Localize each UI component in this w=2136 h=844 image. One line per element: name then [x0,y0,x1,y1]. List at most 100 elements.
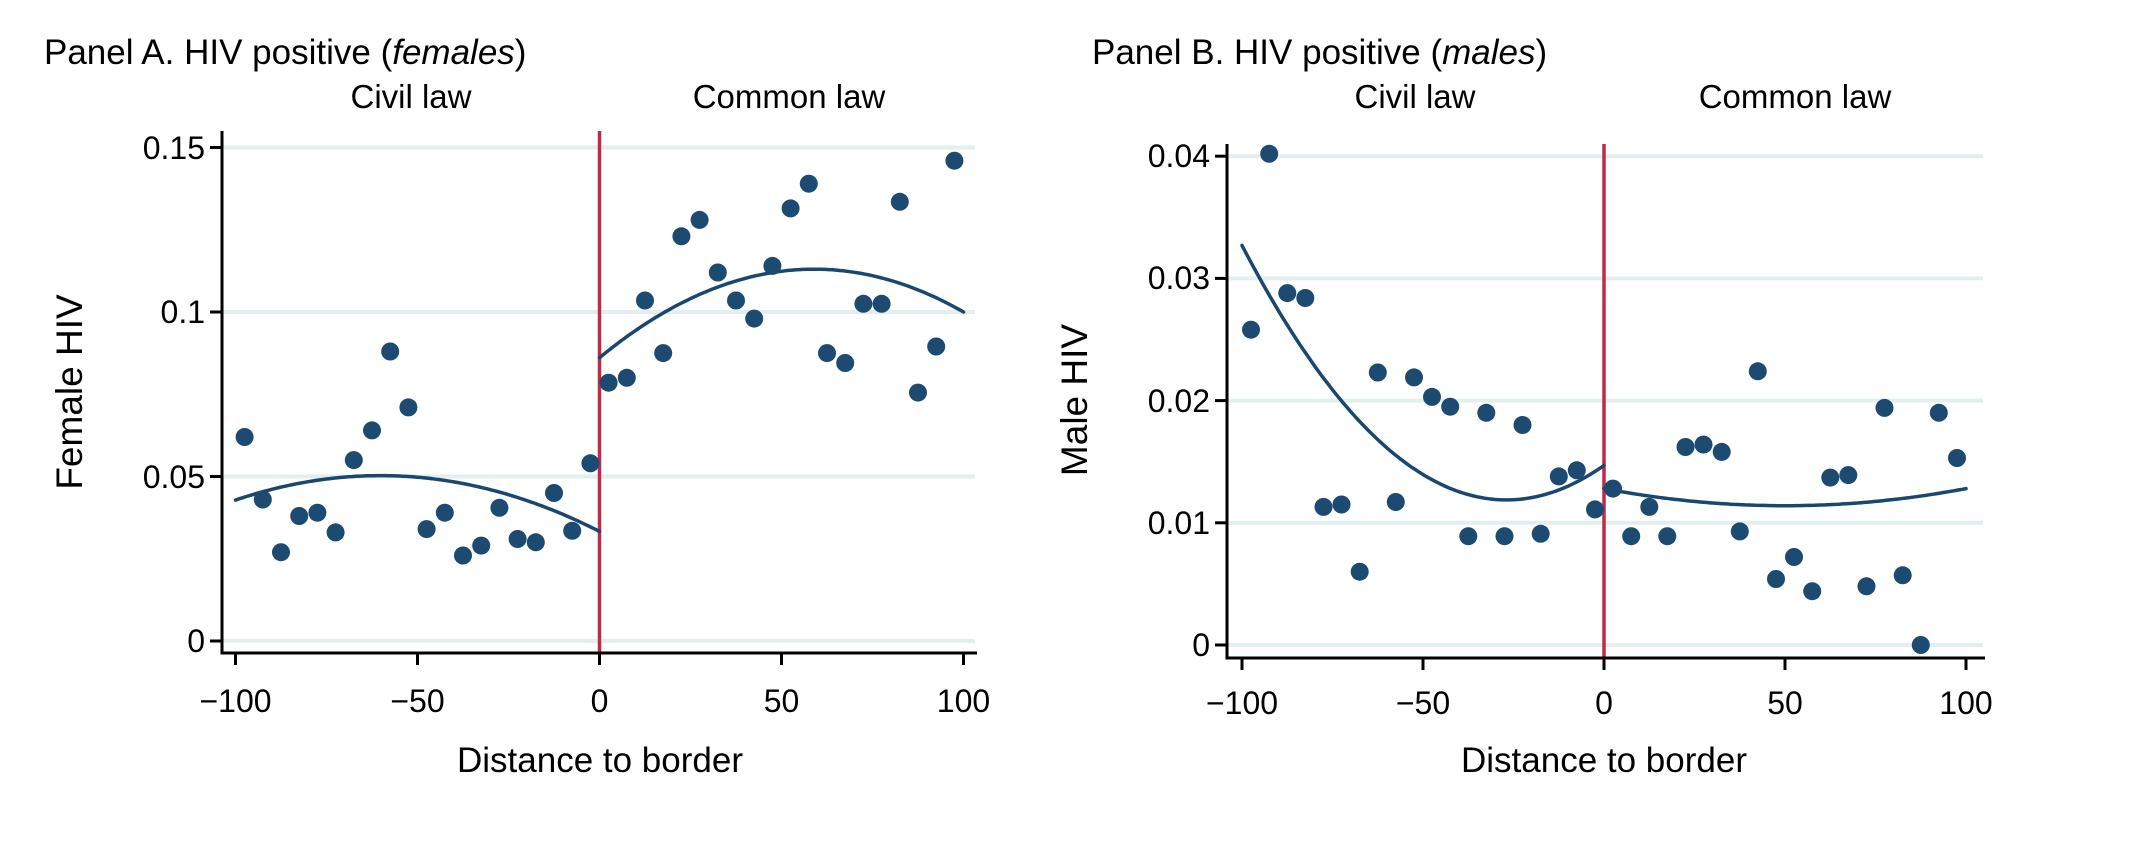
data-point [344,451,363,470]
data-point [235,428,254,446]
data-point [581,454,600,473]
panel-b-title-suffix: ) [1535,33,1548,72]
data-point [1893,566,1912,585]
data-point [1748,362,1767,381]
y-tick-label: 0.04 [1147,138,1210,175]
data-point [1676,438,1695,456]
panel-a-y-axis-label: Female HIV [49,294,90,490]
y-tick-label: 0 [187,623,205,659]
data-point [363,421,381,440]
data-point [617,368,636,387]
data-point [381,342,400,361]
data-point [1368,363,1387,382]
data-point [818,344,836,363]
y-tick-label: 0.15 [142,129,205,166]
data-point [1278,284,1297,303]
data-point [1730,522,1749,541]
data-point [326,523,345,542]
panel-a-common-law-label: Common law [692,78,886,115]
data-point [1929,403,1948,422]
data-point [1423,387,1441,406]
data-point [1242,320,1260,339]
data-point [545,484,563,502]
data-point [1948,449,1966,467]
data-point [799,174,818,193]
y-tick-label: 0.05 [142,458,205,495]
data-point [1658,527,1677,546]
data-point [399,398,418,417]
data-point [1332,495,1351,514]
panel-b-x-axis-label: Distance to border [1461,741,1747,780]
y-tick-label: 0 [1192,627,1210,663]
data-point [781,199,800,218]
fit-curve [1240,243,1606,502]
data-point [854,294,873,313]
data-point [672,227,691,246]
panel-a-x-axis-label: Distance to border [457,741,743,780]
data-point [1495,527,1514,546]
y-tick-label: 0.02 [1147,382,1210,419]
data-point [1604,479,1622,498]
data-point [1586,500,1604,519]
data-point [1441,397,1460,416]
x-tick-label: 0 [1595,685,1613,721]
y-tick-label: 0.03 [1147,260,1210,297]
data-point [1911,636,1930,654]
data-point [708,263,727,282]
y-tick-label: 0.1 [160,294,205,330]
data-point [909,383,927,402]
data-point [890,192,909,211]
x-tick-label: −100 [199,683,272,719]
x-tick-label: −50 [1395,685,1451,721]
data-point [526,533,545,552]
data-point [1875,398,1894,417]
panel-a-title-suffix: ) [514,33,527,72]
data-point [1531,524,1550,543]
panel-b-title-prefix: Panel B. HIV positive ( [1092,33,1443,72]
data-point [727,291,745,310]
data-point [872,294,891,313]
data-point [1260,144,1279,163]
data-point [1803,582,1822,601]
panel-b-title-italic: males [1442,33,1536,72]
data-point [1567,461,1586,480]
data-point [1477,403,1496,422]
data-point [654,344,673,363]
data-point [1712,442,1731,461]
x-tick-label: −100 [1205,685,1279,721]
x-tick-label: −50 [390,683,445,719]
data-point [454,546,472,565]
data-point [745,309,764,328]
data-point [417,520,436,539]
data-point [1459,527,1478,546]
data-point [1296,289,1315,307]
data-point [253,490,272,509]
data-point [1314,497,1333,516]
data-point [1767,570,1785,588]
data-point [763,256,782,275]
x-tick-label: 100 [936,683,991,719]
fit-curve [1602,486,1968,508]
fit-curve [597,267,966,360]
data-point [272,543,290,562]
panel-b-title: Panel B. HIV positive (males) [1092,33,1547,73]
data-point [308,503,327,522]
panel-a-civil-law-label: Civil law [350,78,472,115]
data-point [636,291,654,310]
x-tick-label: 0 [590,683,609,719]
data-point [1640,497,1659,516]
panel-a-title-prefix: Panel A. HIV positive ( [44,33,393,72]
panel-b-common-law-label: Common law [1698,78,1892,115]
data-point [945,151,964,170]
data-point [490,498,509,517]
data-point [1622,527,1641,546]
data-point [1350,562,1369,581]
fit-curve [233,473,602,534]
data-point [1785,548,1803,566]
y-tick-label: 0.01 [1147,504,1210,541]
data-point [508,530,527,548]
data-point [836,354,855,372]
data-point [472,536,491,555]
